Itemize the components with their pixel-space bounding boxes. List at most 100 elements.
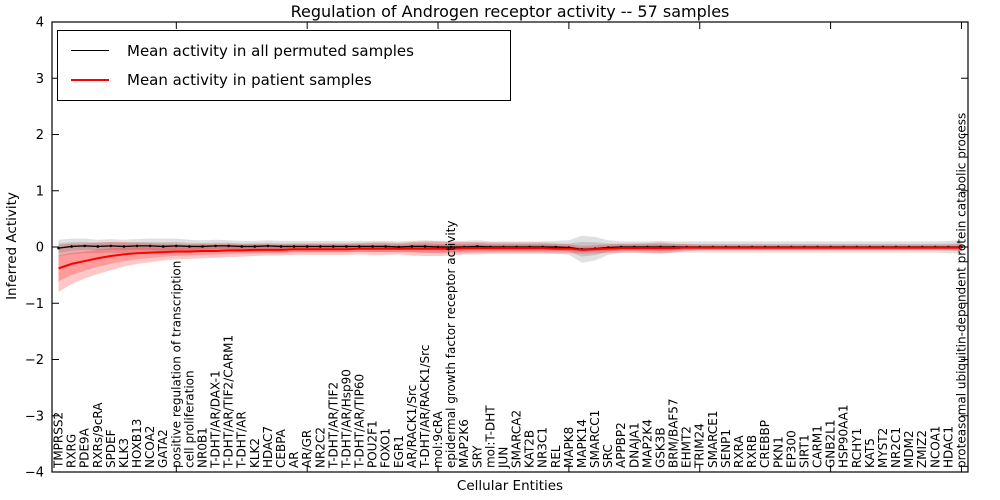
x-category-label: T-DHT/AR/TIF2: [326, 382, 340, 469]
data-point-marker: [554, 245, 558, 249]
data-point-marker: [148, 244, 152, 248]
x-category-label: POU2F1: [366, 420, 380, 468]
x-category-label: GSK3B: [653, 427, 667, 468]
data-point-marker: [122, 245, 126, 248]
y-tick-label: 1: [36, 184, 44, 199]
x-category-label: RXRG: [65, 434, 79, 468]
data-point-marker: [332, 245, 335, 248]
x-category-label: T-DHT/AR: [235, 411, 249, 469]
x-category-label: SMARCE1: [706, 410, 720, 468]
patient-mean-line: [58, 246, 962, 270]
x-category-label: mol:T-DHT: [483, 405, 497, 468]
patient-line-swatch: [71, 78, 109, 81]
y-tick-label: 0: [36, 241, 44, 256]
x-category-label: APPBP2: [614, 422, 628, 468]
data-point-marker: [188, 245, 191, 248]
x-category-label: NR2C1: [889, 427, 903, 468]
x-category-label: MDM2: [902, 430, 916, 468]
data-point-marker: [109, 244, 113, 248]
x-category-label: T-DHT/AR/TIP60: [353, 374, 367, 469]
x-category-label: CREBBP: [758, 420, 772, 468]
x-category-label: KLK2: [248, 438, 262, 468]
x-category-label: TMPRSS2: [52, 412, 66, 469]
data-point-marker: [345, 245, 348, 248]
x-category-label: NR2C2: [313, 427, 327, 468]
x-category-label: GATA2: [156, 429, 170, 468]
x-category-label: positive regulation of transcription: [169, 261, 183, 468]
x-category-label: cell proliferation: [182, 370, 196, 468]
x-category-label: CEBPA: [274, 428, 288, 468]
x-category-label: SMARCA2: [510, 410, 524, 468]
y-tick-label: −2: [25, 353, 44, 368]
x-category-label: AR: [287, 451, 301, 468]
x-axis-title: Cellular Entities: [456, 478, 564, 494]
chart-title: Regulation of Androgen receptor activity…: [290, 2, 730, 21]
x-category-label: SIRT1: [797, 434, 811, 468]
x-category-label: HSP90AA1: [837, 404, 851, 468]
y-axis-title: Inferred Activity: [4, 192, 20, 300]
std-band: [58, 241, 962, 257]
x-category-label: ZMIZ2: [915, 430, 929, 468]
y-tick-label: 4: [36, 16, 44, 31]
data-point-marker: [371, 245, 374, 248]
data-point-marker: [161, 245, 165, 248]
data-point-marker: [83, 244, 87, 248]
x-category-label: mol:9cRA: [431, 411, 445, 468]
y-tick-label: −4: [25, 466, 44, 481]
x-category-label: FOXO1: [379, 428, 393, 468]
data-point-marker: [279, 245, 283, 248]
legend-label-patient: Mean activity in patient samples: [127, 70, 372, 89]
x-category-label: MAP2K6: [457, 419, 471, 468]
x-category-label: TRIM24: [693, 423, 707, 469]
x-category-label: EHMT2: [680, 426, 694, 468]
x-category-label: T-DHT/AR/RACK1/Src: [418, 345, 432, 469]
x-category-label: MAPK14: [575, 419, 589, 468]
data-point-marker: [384, 245, 387, 248]
data-point-marker: [358, 245, 361, 248]
x-category-label: NCOA1: [928, 426, 942, 468]
x-category-label: EGR1: [392, 435, 406, 468]
x-category-label: KLK3: [117, 438, 131, 468]
x-category-label: SENP1: [719, 429, 733, 468]
y-tick-label: 2: [36, 128, 44, 143]
permuted-line-swatch: [71, 50, 109, 51]
data-point-marker: [436, 245, 440, 249]
x-category-label: SRY: [470, 445, 484, 468]
y-tick-label: −1: [25, 297, 44, 312]
x-category-label: epidermal growth factor receptor activit…: [444, 221, 458, 468]
x-category-label: BRM/BAF57: [667, 398, 681, 468]
data-point-marker: [475, 245, 479, 248]
data-point-marker: [253, 245, 257, 248]
x-category-label: HDAC7: [261, 426, 275, 468]
data-point-marker: [449, 245, 453, 249]
x-category-label: proteasomal ubiquitin-dependent protein …: [954, 113, 968, 468]
legend-item-patient: Mean activity in patient samples: [58, 65, 510, 94]
data-point-marker: [423, 245, 427, 248]
legend-label-permuted: Mean activity in all permuted samples: [127, 41, 414, 60]
std-band: [58, 241, 962, 292]
x-category-label: HOXB13: [130, 419, 144, 468]
x-category-label: T-DHT/AR/Hsp90: [339, 369, 353, 469]
data-point-marker: [292, 245, 296, 248]
x-category-label: RXRA: [732, 435, 746, 468]
y-tick-label: 3: [36, 72, 44, 87]
data-point-marker: [214, 244, 217, 248]
x-category-label: JUN: [496, 447, 510, 469]
x-category-label: T-DHT/AR/TIF2/CARM1: [222, 335, 236, 469]
x-category-label: SMARCC1: [588, 410, 602, 468]
data-point-marker: [227, 244, 230, 248]
data-point-marker: [96, 245, 100, 248]
x-category-label: GNB2L1: [824, 420, 838, 468]
data-point-marker: [135, 244, 139, 248]
x-category-label: EP300: [784, 430, 798, 468]
x-category-label: T-DHT/AR/DAX-1: [209, 370, 223, 469]
x-category-label: KAT2B: [523, 430, 537, 468]
x-category-label: REL: [549, 445, 563, 468]
data-point-marker: [266, 244, 270, 248]
legend: Mean activity in all permuted samples Me…: [57, 30, 511, 101]
legend-item-permuted: Mean activity in all permuted samples: [58, 36, 510, 65]
data-point-marker: [175, 244, 178, 248]
data-point-marker: [201, 245, 204, 248]
